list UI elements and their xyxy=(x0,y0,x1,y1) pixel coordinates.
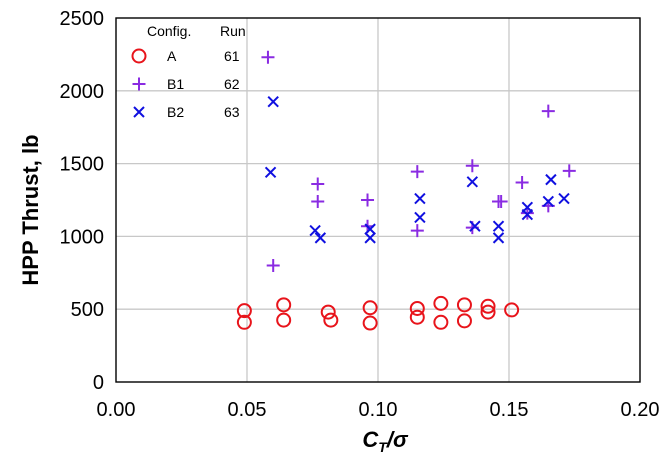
legend-marker-a xyxy=(131,48,147,64)
data-point-a xyxy=(276,312,292,328)
y-tick-label: 2000 xyxy=(60,81,105,103)
x-axis-label: CT/σ xyxy=(362,427,409,455)
data-point-b2 xyxy=(364,223,376,235)
data-point-a xyxy=(504,302,520,318)
data-point-b2 xyxy=(264,166,277,179)
data-point-a xyxy=(236,314,252,330)
data-point-b1 xyxy=(410,224,424,238)
y-tick-label: 500 xyxy=(71,299,104,321)
series-b2 xyxy=(264,96,570,244)
legend-config-b1: B1 xyxy=(167,76,184,92)
data-point-a xyxy=(433,314,449,330)
data-point-a xyxy=(456,313,472,329)
data-point-b1 xyxy=(494,194,508,208)
legend: Config. Run A 61 B1 62 B2 63 xyxy=(131,23,246,120)
grid-lines xyxy=(116,18,640,382)
y-tick-label: 2500 xyxy=(60,8,105,30)
data-point-b2 xyxy=(558,192,570,205)
data-point-a xyxy=(276,297,292,313)
data-point-a xyxy=(236,303,252,319)
data-point-b1 xyxy=(266,259,280,273)
plot-area xyxy=(115,17,641,383)
data-point-a xyxy=(456,297,472,313)
data-point-a xyxy=(409,309,425,325)
data-point-b2 xyxy=(364,232,376,244)
data-point-b2 xyxy=(414,211,426,224)
legend-run-b2: 63 xyxy=(224,104,240,120)
legend-run-b1: 62 xyxy=(224,76,240,92)
data-point-b2 xyxy=(267,96,279,108)
data-point-b2 xyxy=(542,195,555,208)
data-point-b1 xyxy=(311,194,325,208)
data-point-a xyxy=(320,304,336,320)
data-point-a xyxy=(433,295,449,311)
data-point-b1 xyxy=(562,164,576,178)
data-point-a xyxy=(362,300,378,316)
data-point-b2 xyxy=(492,220,505,232)
x-tick-label: 0.20 xyxy=(621,399,660,421)
data-point-b2 xyxy=(521,208,534,221)
x-axis-label-subscript: T xyxy=(378,439,388,455)
data-point-b1 xyxy=(410,165,424,179)
data-point-b2 xyxy=(314,232,327,244)
legend-config-b2: B2 xyxy=(167,104,184,120)
series-b1 xyxy=(261,50,576,273)
data-point-b1 xyxy=(465,159,479,173)
x-axis-label-main: C xyxy=(362,427,379,452)
y-tick-label: 1000 xyxy=(60,226,105,248)
legend-header-run: Run xyxy=(220,23,246,39)
data-point-b1 xyxy=(311,177,325,191)
data-point-b1 xyxy=(361,193,375,207)
x-tick-label: 0.05 xyxy=(228,399,267,421)
legend-config-a: A xyxy=(167,48,177,64)
legend-marker-b2 xyxy=(133,106,145,118)
data-point-b2 xyxy=(492,232,505,244)
x-tick-label: 0.00 xyxy=(97,399,136,421)
data-point-b1 xyxy=(261,50,275,64)
x-axis-ticks: 0.00 0.05 0.10 0.15 0.20 xyxy=(97,399,660,421)
data-point-b2 xyxy=(466,176,479,188)
y-tick-label: 0 xyxy=(93,372,104,394)
data-point-b1 xyxy=(541,104,555,118)
legend-run-a: 61 xyxy=(224,48,240,64)
data-point-a xyxy=(362,315,378,331)
data-point-a xyxy=(323,312,339,328)
y-tick-label: 1500 xyxy=(60,154,105,176)
data-point-a xyxy=(409,300,425,316)
data-point-b2 xyxy=(414,192,426,205)
data-point-b2 xyxy=(469,220,481,232)
data-point-b1 xyxy=(515,176,529,190)
legend-header-config: Config. xyxy=(147,23,191,39)
x-tick-label: 0.15 xyxy=(490,399,529,421)
series-a xyxy=(236,295,520,331)
x-tick-label: 0.10 xyxy=(359,399,398,421)
y-axis-label: HPP Thrust, lb xyxy=(18,134,43,285)
y-axis-ticks: 0 500 1000 1500 2000 2500 xyxy=(60,8,105,394)
data-point-b2 xyxy=(309,224,321,237)
data-point-a xyxy=(480,298,496,314)
x-axis-label-rest: /σ xyxy=(386,427,409,452)
data-point-b2 xyxy=(545,173,557,186)
data-point-a xyxy=(480,304,496,320)
legend-marker-b1 xyxy=(132,77,146,91)
data-point-b1 xyxy=(520,206,534,220)
data-points xyxy=(236,50,576,331)
